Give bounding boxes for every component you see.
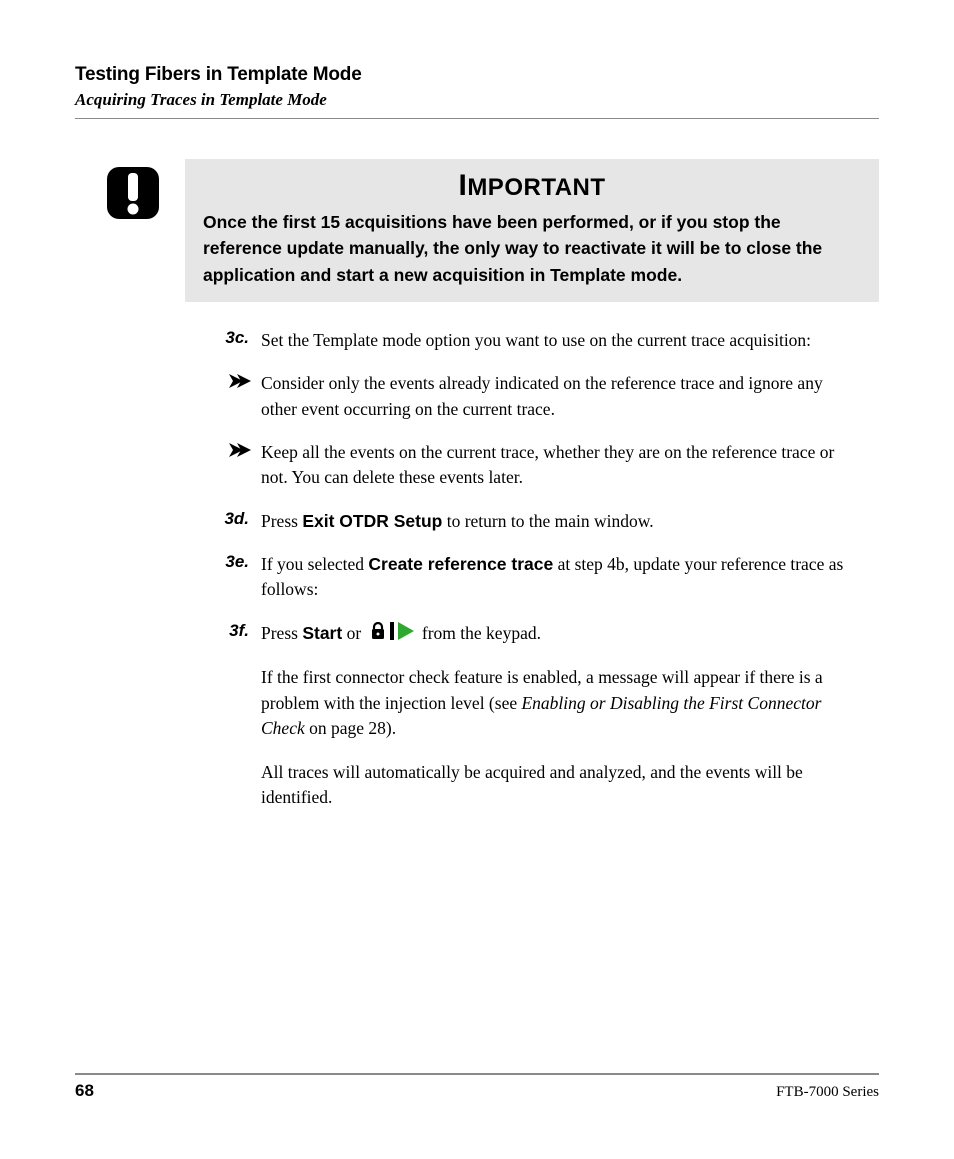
callout-heading-cap: I <box>458 169 467 202</box>
text-run: If you selected <box>261 554 368 574</box>
text-run: Create reference trace <box>368 554 553 574</box>
important-callout: IMPORTANT Once the first 15 acquisitions… <box>105 159 879 302</box>
text-run-container: Consider only the events already indicat… <box>261 371 859 422</box>
lock-icon <box>370 622 386 647</box>
body-content: 3c.Set the Template mode option you want… <box>217 328 859 811</box>
text-run: Set the Template mode option you want to… <box>261 330 811 350</box>
page-footer: 68 FTB-7000 Series <box>75 1073 879 1101</box>
keypad-icon-group <box>370 622 414 647</box>
text-run-container: Keep all the events on the current trace… <box>261 440 859 491</box>
text-run: Consider only the events already indicat… <box>261 373 823 418</box>
arrow-bullet-item: Consider only the events already indicat… <box>217 371 859 422</box>
text-run: Start <box>302 623 342 643</box>
step-item: 3c.Set the Template mode option you want… <box>217 328 859 353</box>
text-run: or <box>342 623 365 643</box>
indent-spacer <box>217 665 261 741</box>
chapter-title: Testing Fibers in Template Mode <box>75 64 879 86</box>
text-run-container: All traces will automatically be acquire… <box>261 760 859 811</box>
text-run: on page 28). <box>305 718 396 738</box>
header-rule <box>75 118 879 119</box>
text-run: Keep all the events on the current trace… <box>261 442 834 487</box>
step-item: 3d.Press Exit OTDR Setup to return to th… <box>217 509 859 534</box>
step-marker: 3f. <box>217 621 261 648</box>
step-marker: 3c. <box>217 328 261 353</box>
body-paragraph: If the first connector check feature is … <box>217 665 859 741</box>
footer-row: 68 FTB-7000 Series <box>75 1081 879 1101</box>
callout-icon-col <box>105 159 185 302</box>
body-paragraph: All traces will automatically be acquire… <box>217 760 859 811</box>
step-item: 3f.Press Start or from the keypad. <box>217 621 859 648</box>
callout-box: IMPORTANT Once the first 15 acquisitions… <box>185 159 879 302</box>
text-run-container: If the first connector check feature is … <box>261 665 859 741</box>
play-icon <box>398 622 414 647</box>
page-number: 68 <box>75 1081 94 1101</box>
text-run-container: Press Exit OTDR Setup to return to the m… <box>261 509 654 534</box>
footer-rule <box>75 1073 879 1075</box>
product-name: FTB-7000 Series <box>776 1084 879 1101</box>
page-header: Testing Fibers in Template Mode Acquirin… <box>75 64 879 119</box>
bar-icon <box>390 622 394 647</box>
arrow-bullet-item: Keep all the events on the current trace… <box>217 440 859 491</box>
exclamation-icon <box>105 165 161 221</box>
text-run-container: Set the Template mode option you want to… <box>261 328 811 353</box>
text-run: from the keypad. <box>418 623 541 643</box>
text-run: Press <box>261 623 302 643</box>
section-subtitle: Acquiring Traces in Template Mode <box>75 90 879 110</box>
text-run: All traces will automatically be acquire… <box>261 762 803 807</box>
step-item: 3e.If you selected Create reference trac… <box>217 552 859 603</box>
step-marker: 3e. <box>217 552 261 603</box>
callout-heading: IMPORTANT <box>203 169 861 203</box>
arrow-bullet-icon <box>217 371 261 422</box>
step-marker: 3d. <box>217 509 261 534</box>
text-run: Press <box>261 511 302 531</box>
text-run-container: If you selected Create reference trace a… <box>261 552 859 603</box>
text-run-container: Press Start or from the keypad. <box>261 621 541 648</box>
arrow-bullet-icon <box>217 440 261 491</box>
text-run: Exit OTDR Setup <box>302 511 442 531</box>
text-run: to return to the main window. <box>442 511 653 531</box>
callout-body: Once the first 15 acquisitions have been… <box>203 209 861 288</box>
page: Testing Fibers in Template Mode Acquirin… <box>0 0 954 1159</box>
callout-heading-rest: MPORTANT <box>467 174 605 201</box>
indent-spacer <box>217 760 261 811</box>
